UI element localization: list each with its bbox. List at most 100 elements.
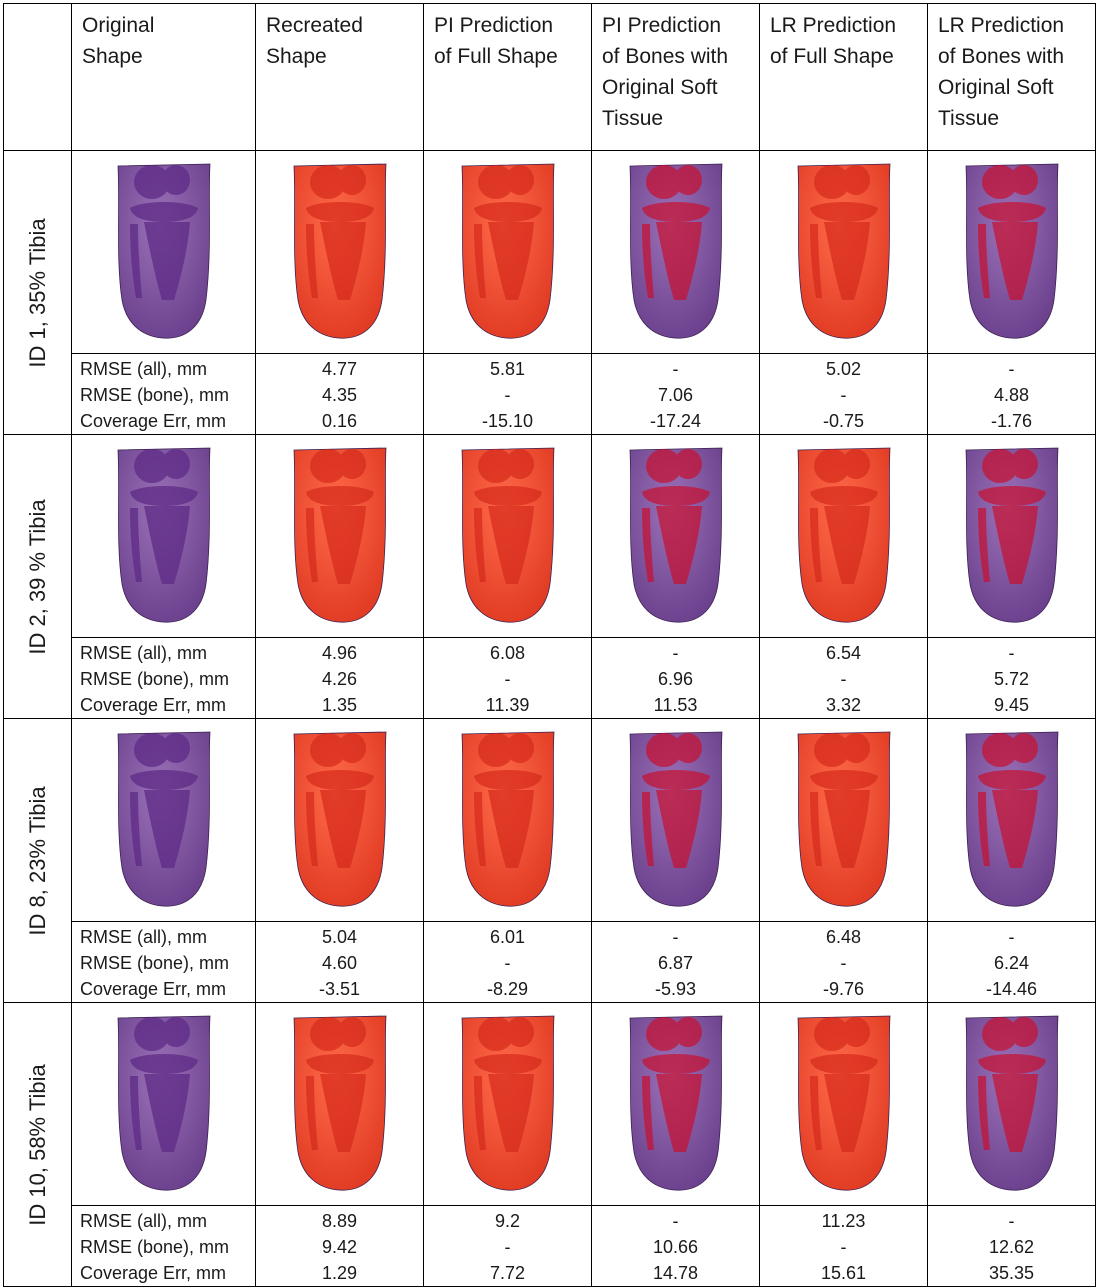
bone-shapes [129, 1016, 198, 1152]
metric-value: - [1008, 927, 1015, 947]
metric-values-cell: 4.96 4.26 1.35 [255, 637, 424, 719]
column-header-line: PI Prediction [434, 14, 554, 37]
limb-shape-image [117, 731, 210, 907]
metric-value: 11.23 [821, 1211, 866, 1231]
column-header-lr_bones: LR Prediction of Bones with Original Soft T… [927, 3, 1096, 151]
metric-value: - [504, 1237, 511, 1257]
shape-image-cell-recreated [255, 718, 424, 922]
metric-label: RMSE (bone), mm [80, 953, 230, 973]
metric-value: 7.06 [657, 385, 694, 405]
metric-labels-cell: RMSE (all), mm RMSE (bone), mm Coverage Er… [71, 1205, 256, 1287]
metric-value: 6.87 [657, 953, 694, 973]
bone-shapes [129, 164, 198, 300]
shape-image-cell-lr_bones [927, 718, 1096, 922]
metric-values-cell: 6.08 - 11.39 [423, 637, 592, 719]
limb-shape-image [965, 447, 1058, 623]
metric-value: 1.35 [321, 695, 358, 715]
metric-value: 6.54 [825, 643, 862, 663]
shape-image-cell-recreated [255, 434, 424, 638]
metric-values-cell: - 5.72 9.45 [927, 637, 1096, 719]
metric-values-cell: - 12.62 35.35 [927, 1205, 1096, 1287]
limb-shape-image [797, 163, 890, 339]
bone-shapes [977, 1016, 1046, 1152]
metric-value: 6.24 [993, 953, 1030, 973]
shape-image-cell-lr_bones [927, 434, 1096, 638]
bone-shapes [977, 732, 1046, 868]
metric-values-cell: - 7.06 -17.24 [591, 353, 760, 435]
metric-label: RMSE (bone), mm [80, 1237, 230, 1257]
metric-value: - [672, 643, 679, 663]
limb-shape-image [293, 1015, 386, 1191]
metric-label: RMSE (bone), mm [80, 385, 230, 405]
bone-shapes [473, 448, 542, 584]
bone-shapes [305, 1016, 374, 1152]
metric-value: 4.96 [321, 643, 358, 663]
limb-shape-image [629, 731, 722, 907]
metric-values-cell: - 6.96 11.53 [591, 637, 760, 719]
metric-value: 15.61 [820, 1263, 867, 1283]
limb-shape-image [797, 731, 890, 907]
metric-values-cell: 6.54 - 3.32 [759, 637, 928, 719]
metric-value: - [1008, 1211, 1015, 1231]
shape-image-cell-pi_bones [591, 718, 760, 922]
limb-shape-image [461, 731, 554, 907]
column-header-line: of Bones with [602, 45, 729, 68]
metric-values-cell: 8.89 9.42 1.29 [255, 1205, 424, 1287]
metric-value: 10.66 [652, 1237, 699, 1257]
metric-value: 6.01 [489, 927, 526, 947]
bone-shapes [305, 164, 374, 300]
metric-value: 14.78 [652, 1263, 699, 1283]
case-metrics-row: RMSE (all), mm RMSE (bone), mm Coverage Er… [4, 637, 1096, 719]
shape-image-cell-lr_full [759, 1002, 928, 1206]
bone-shapes [473, 164, 542, 300]
bone-shapes [641, 1016, 710, 1152]
shape-image-cell-pi_bones [591, 150, 760, 354]
metric-label: RMSE (bone), mm [80, 669, 230, 689]
column-header-line: LR Prediction [938, 14, 1065, 37]
metric-value: 0.16 [321, 411, 358, 431]
shape-image-cell-lr_bones [927, 1002, 1096, 1206]
column-header-pi_bones: PI Prediction of Bones with Original Soft T… [591, 3, 760, 151]
metric-label: Coverage Err, mm [80, 1263, 227, 1283]
limb-shape-image [965, 163, 1058, 339]
metric-label: Coverage Err, mm [80, 979, 227, 999]
metric-value: 4.35 [321, 385, 358, 405]
shape-image-cell-recreated [255, 150, 424, 354]
metric-value: - [504, 669, 511, 689]
shape-image-cell-lr_full [759, 434, 928, 638]
metric-value: 6.96 [657, 669, 694, 689]
bone-shapes [305, 448, 374, 584]
metric-labels-cell: RMSE (all), mm RMSE (bone), mm Coverage Er… [71, 921, 256, 1003]
metric-value: 7.72 [489, 1263, 526, 1283]
column-header-recreated: Recreated Shape [255, 3, 424, 151]
metric-values-cell: 9.2 - 7.72 [423, 1205, 592, 1287]
limb-shape-image [117, 1015, 210, 1191]
case-id-cell: ID 1, 35% Tibia [3, 150, 72, 435]
metric-values-cell: - 6.87 -5.93 [591, 921, 760, 1003]
case-id-cell: ID 8, 23% Tibia [3, 718, 72, 1003]
metric-value: 8.89 [321, 1211, 358, 1231]
metric-value: - [840, 1237, 847, 1257]
column-header-line: Tissue [938, 107, 1000, 130]
metric-value: - [840, 385, 847, 405]
case-image-row: ID 8, 23% Tibia [3, 718, 1096, 1003]
metric-value: - [840, 669, 847, 689]
metric-value: -9.76 [822, 979, 865, 999]
metric-value: 9.45 [993, 695, 1030, 715]
limb-shape-image [293, 731, 386, 907]
metric-value: 4.26 [321, 669, 358, 689]
metric-values-cell: 6.48 - -9.76 [759, 921, 928, 1003]
column-header-original: Original Shape [71, 3, 256, 151]
shape-image-cell-pi_full [423, 434, 592, 638]
metric-value: - [504, 953, 511, 973]
metric-values-cell: 4.77 4.35 0.16 [255, 353, 424, 435]
metric-label: RMSE (all), mm [80, 643, 207, 663]
shape-image-cell-lr_full [759, 718, 928, 922]
shape-image-cell-original [71, 434, 256, 638]
limb-shape-image [797, 1015, 890, 1191]
limb-shape-image [797, 447, 890, 623]
shape-image-cell-recreated [255, 1002, 424, 1206]
column-header-pi_full: PI Prediction of Full Shape [423, 3, 592, 151]
shape-image-cell-pi_bones [591, 434, 760, 638]
metric-value: 11.53 [653, 695, 698, 715]
